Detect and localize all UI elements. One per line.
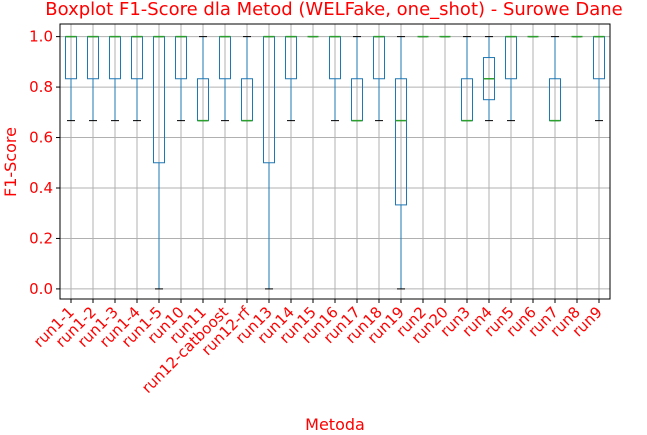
box-run5 [505,35,517,122]
x-axis: run1-1run1-2run1-3run1-4run1-5run10run11… [30,299,606,397]
box-run16 [329,35,341,122]
box-run10 [175,35,187,122]
y-tick-label: 0.8 [29,78,53,96]
box-run1-1 [65,35,77,122]
y-tick-label: 0.6 [29,129,53,147]
box-run7 [549,36,561,122]
y-tick-label: 0.0 [29,280,53,298]
box-run9 [593,35,605,122]
box-run1-2 [87,35,99,122]
box-run13 [263,35,275,290]
x-axis-label: Metoda [305,415,365,434]
box-run1-5 [153,35,165,290]
y-axis-label: F1-Score [1,127,20,197]
box-run1-3 [109,35,121,122]
box-run1-4 [131,35,143,122]
box-run4 [483,36,495,122]
grid-lines [60,24,610,299]
box-run3 [461,36,473,122]
y-axis: 0.0 0.2 0.4 0.6 0.8 1.0 [29,28,60,298]
box-run11 [197,36,209,122]
box-run19 [395,36,407,290]
box-run14 [285,35,297,122]
box-run12-rf [241,36,253,122]
box-run17 [351,36,363,122]
y-tick-label: 1.0 [29,28,53,46]
y-tick-label: 0.4 [29,179,53,197]
box-run12-catboost [219,35,231,122]
box-run18 [373,35,385,122]
y-tick-label: 0.2 [29,229,53,247]
box-series [65,35,605,290]
chart-title: Boxplot F1-Score dla Metod (WELFake, one… [45,0,622,20]
box-iqr [395,78,407,206]
